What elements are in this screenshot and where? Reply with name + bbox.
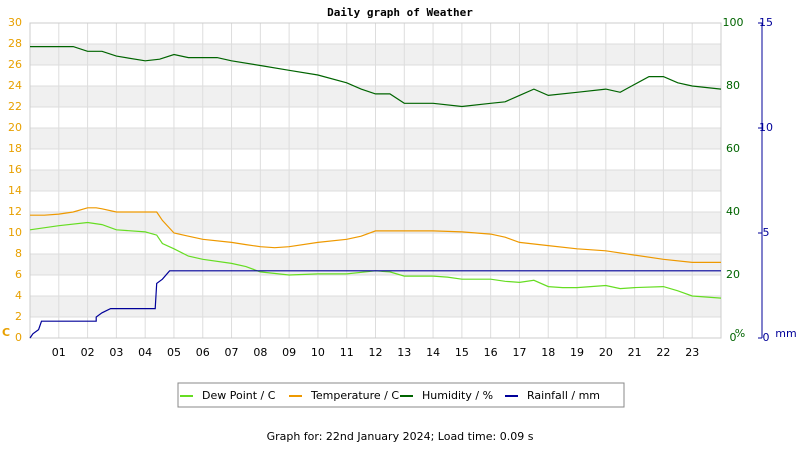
- y-tick-label: 6: [15, 268, 22, 281]
- x-tick-label: 20: [599, 346, 613, 359]
- y2-tick-label: 60: [726, 142, 740, 155]
- y2-tick-label: 40: [726, 205, 740, 218]
- x-tick-label: 22: [656, 346, 670, 359]
- y2-tick-label: 0: [730, 331, 737, 344]
- y-tick-label: 30: [8, 16, 22, 29]
- y-tick-label: 16: [8, 163, 22, 176]
- legend-label: Rainfall / mm: [527, 389, 600, 402]
- x-tick-label: 03: [109, 346, 123, 359]
- y-tick-label: 18: [8, 142, 22, 155]
- series-line: [29, 270, 721, 339]
- x-tick-label: 21: [628, 346, 642, 359]
- y3-tick-label: 10: [759, 121, 773, 134]
- x-tick-label: 09: [282, 346, 296, 359]
- legend-label: Dew Point / C: [202, 389, 276, 402]
- plot-frame: [29, 22, 722, 339]
- x-tick-label: 13: [397, 346, 411, 359]
- x-tick-label: 17: [512, 346, 526, 359]
- y-tick-label: 4: [15, 289, 22, 302]
- y3-tick-label: 0: [763, 331, 770, 344]
- x-tick-label: 15: [455, 346, 469, 359]
- y3-tick-label: 15: [759, 16, 773, 29]
- x-tick-label: 10: [311, 346, 325, 359]
- x-tick-label: 16: [484, 346, 498, 359]
- y-tick-label: 0: [15, 331, 22, 344]
- series-line: [30, 46, 722, 108]
- x-tick-label: 11: [340, 346, 354, 359]
- y-tick-label: 2: [15, 310, 22, 323]
- y3-unit: mm: [775, 327, 796, 340]
- y-tick-label: 26: [8, 58, 22, 71]
- y-tick-label: 14: [8, 184, 22, 197]
- legend-label: Temperature / C: [310, 389, 399, 402]
- x-tick-label: 08: [253, 346, 267, 359]
- series-line: [30, 207, 721, 263]
- y2-tick-label: 20: [726, 268, 740, 281]
- y2-tick-label: 80: [726, 79, 740, 92]
- series-line: [29, 221, 722, 299]
- y2-tick-label: 100: [723, 16, 744, 29]
- x-tick-label: 01: [52, 346, 66, 359]
- x-tick-label: 18: [541, 346, 555, 359]
- legend-label: Humidity / %: [422, 389, 493, 402]
- x-tick-label: 14: [426, 346, 440, 359]
- x-tick-label: 07: [225, 346, 239, 359]
- y-tick-label: 28: [8, 37, 22, 50]
- y-tick-label: 22: [8, 100, 22, 113]
- chart-title: Daily graph of Weather: [327, 6, 473, 19]
- x-tick-label: 02: [81, 346, 95, 359]
- y-unit: C: [2, 326, 10, 339]
- x-tick-label: 04: [138, 346, 152, 359]
- y2-unit: %: [735, 327, 745, 340]
- footer: Graph for: 22nd January 2024; Load time:…: [267, 430, 534, 443]
- y3-tick-label: 5: [763, 226, 770, 239]
- x-tick-label: 23: [685, 346, 699, 359]
- y-tick-label: 24: [8, 79, 22, 92]
- y-tick-label: 12: [8, 205, 22, 218]
- x-tick-label: 12: [369, 346, 383, 359]
- x-tick-label: 05: [167, 346, 181, 359]
- x-tick-label: 06: [196, 346, 210, 359]
- x-tick-label: 19: [570, 346, 584, 359]
- y-tick-label: 20: [8, 121, 22, 134]
- y-tick-label: 8: [15, 247, 22, 260]
- y-tick-label: 10: [8, 226, 22, 239]
